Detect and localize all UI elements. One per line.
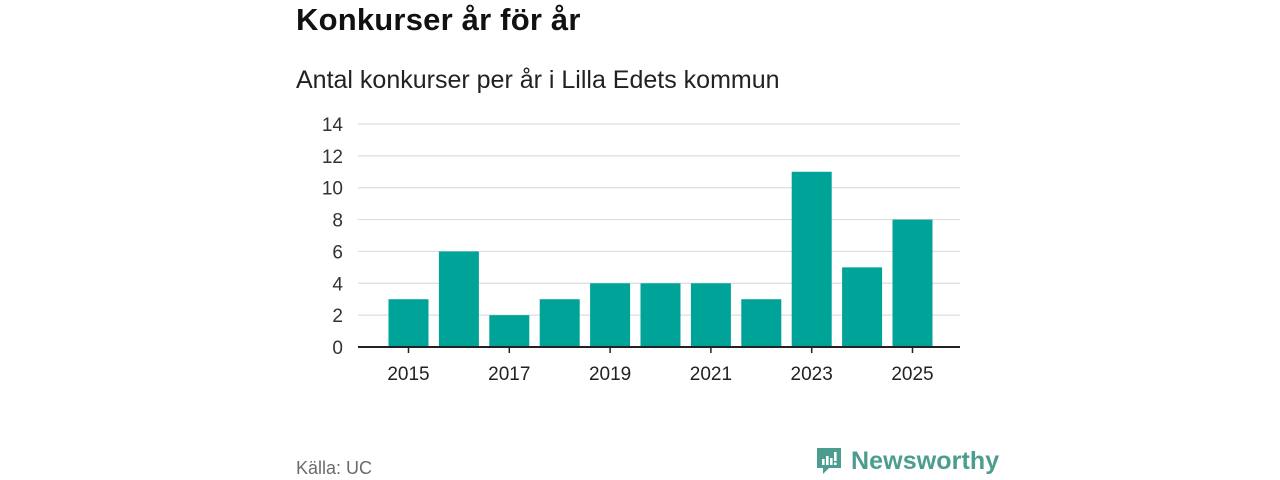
x-tick-label: 2015	[387, 364, 429, 385]
y-tick-label: 12	[322, 147, 343, 168]
bar-2024	[842, 267, 883, 347]
y-tick-label: 14	[322, 115, 344, 136]
newsworthy-logo-icon	[817, 448, 841, 474]
chart-subtitle: Antal konkurser per år i Lilla Edets kom…	[296, 66, 780, 94]
x-tick-label: 2021	[690, 364, 732, 385]
bar-2016	[438, 251, 479, 347]
x-tick-label: 2017	[488, 364, 530, 385]
y-tick-label: 10	[322, 179, 343, 200]
y-tick-label: 2	[332, 306, 343, 327]
bar-2022	[741, 299, 782, 347]
bar-2017	[489, 315, 530, 347]
y-tick-label: 8	[332, 211, 343, 232]
bar-2025	[892, 219, 933, 347]
bar-2019	[590, 283, 631, 347]
brand-name: Newsworthy	[851, 446, 1000, 475]
bar-2023	[791, 171, 832, 347]
x-tick-label: 2023	[791, 364, 833, 385]
y-tick-label: 6	[332, 242, 343, 263]
bar-2018	[539, 299, 580, 347]
brand-logo: Newsworthy	[815, 446, 999, 476]
y-tick-label: 0	[332, 338, 343, 359]
bar-2015	[388, 299, 429, 347]
x-tick-label: 2019	[589, 364, 631, 385]
x-tick-label: 2025	[891, 364, 933, 385]
bar-2021	[690, 283, 731, 347]
chart-title: Konkurser år för år	[296, 2, 581, 37]
y-tick-label: 4	[332, 274, 343, 295]
bar-2020	[640, 283, 681, 347]
source-note: Källa: UC	[296, 458, 373, 478]
